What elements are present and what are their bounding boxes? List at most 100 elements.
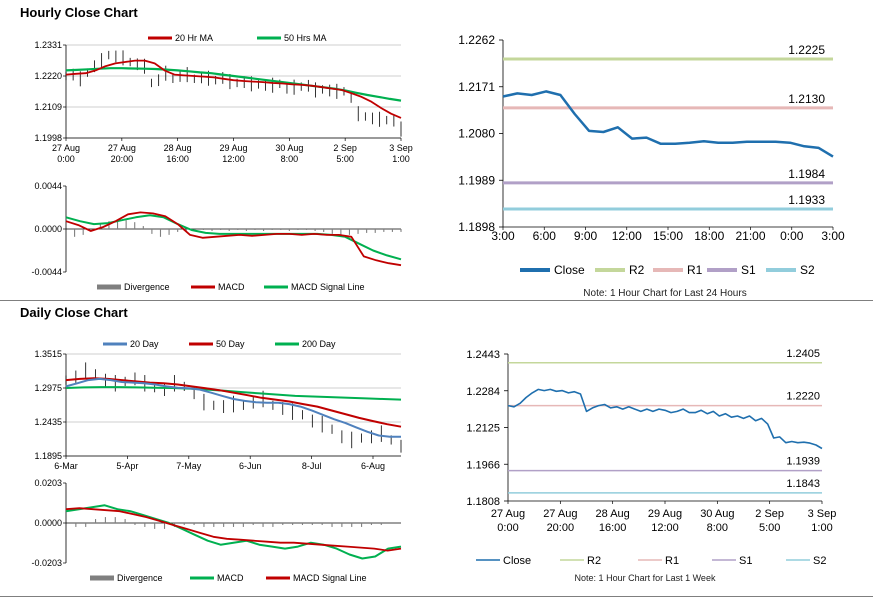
hourly-levels-note: Note: 1 Hour Chart for Last 24 Hours bbox=[583, 288, 747, 299]
daily-levels-legend-r1-label: R1 bbox=[665, 555, 679, 567]
daily-price-y-tick: 1.2435 bbox=[34, 417, 62, 427]
daily-levels-y-tick: 1.2125 bbox=[466, 423, 500, 435]
daily-legend-macd-label: MACD bbox=[217, 573, 244, 583]
hourly-levels-x-tick: 3:00 bbox=[821, 229, 845, 243]
hourly-price-y-tick: 1.2220 bbox=[34, 71, 62, 81]
daily-legend-50day-label: 50 Day bbox=[216, 339, 245, 349]
daily-levels-y-tick: 1.1966 bbox=[466, 459, 500, 471]
hourly-levels-legend-s2-label: S2 bbox=[800, 263, 815, 277]
hourly-macd-y-tick: 0.0044 bbox=[34, 181, 62, 191]
daily-price-y-tick: 1.3515 bbox=[34, 349, 62, 359]
hourly-levels-y-tick: 1.1898 bbox=[458, 220, 495, 234]
daily-50day-line bbox=[65, 377, 402, 428]
daily-macd-y-tick: -0.0203 bbox=[31, 558, 62, 568]
hourly-levels-y-tick: 1.1989 bbox=[458, 173, 495, 187]
hourly-levels-x-tick: 18:00 bbox=[694, 229, 724, 243]
daily-levels-x-tick: 29 Aug bbox=[648, 508, 682, 520]
daily-price-x-tick: 8-Jul bbox=[302, 461, 322, 471]
hourly-levels-x-tick: 15:00 bbox=[653, 229, 683, 243]
daily-levels-x-tick: 28 Aug bbox=[596, 508, 630, 520]
hourly-price-y-tick: 1.2331 bbox=[34, 40, 62, 50]
hourly-macd-signal-line bbox=[65, 214, 402, 261]
daily-levels-legend-r2-label: R2 bbox=[587, 555, 601, 567]
daily-macd-y-tick: 0.0203 bbox=[34, 478, 62, 488]
hourly-macd-line bbox=[65, 211, 402, 267]
hourly-levels-x-tick: 9:00 bbox=[574, 229, 598, 243]
hourly-price-x-tick: 12:00 bbox=[222, 154, 245, 164]
daily-price-x-tick: 5-Apr bbox=[116, 461, 138, 471]
daily-price-x-tick: 6-Jun bbox=[239, 461, 262, 471]
hourly-section-title: Hourly Close Chart bbox=[20, 5, 138, 20]
daily-legend-signal-label: MACD Signal Line bbox=[293, 573, 367, 583]
hourly-levels-y-tick: 1.2080 bbox=[458, 127, 495, 141]
daily-price-x-tick: 6-Aug bbox=[361, 461, 385, 471]
daily-macd-signal-line bbox=[65, 507, 402, 552]
daily-200day-line bbox=[65, 386, 402, 401]
daily-levels-x-tick: 2 Sep bbox=[755, 508, 784, 520]
daily-levels-x-tick: 30 Aug bbox=[700, 508, 734, 520]
daily-levels-note: Note: 1 Hour Chart for Last 1 Week bbox=[574, 573, 716, 583]
hourly-levels-legend-r1-label: R1 bbox=[687, 263, 703, 277]
daily-levels-y-tick: 1.1808 bbox=[466, 496, 500, 508]
hourly-legend-divergence-label: Divergence bbox=[124, 282, 170, 292]
hourly-level-r1-label: 1.2130 bbox=[788, 92, 825, 106]
daily-levels-x-tick: 27 Aug bbox=[491, 508, 525, 520]
bottom-divider bbox=[0, 596, 873, 597]
hourly-levels-x-tick: 12:00 bbox=[612, 229, 642, 243]
daily-price-y-tick: 1.1895 bbox=[34, 451, 62, 461]
hourly-close-line bbox=[502, 90, 834, 158]
hourly-price-y-tick: 1.2109 bbox=[34, 102, 62, 112]
hourly-price-x-tick: 2 Sep bbox=[333, 143, 357, 153]
hourly-price-x-tick: 27 Aug bbox=[108, 143, 136, 153]
daily-levels-x-tick: 8:00 bbox=[707, 522, 728, 534]
hourly-levels-x-tick: 6:00 bbox=[533, 229, 557, 243]
daily-levels-x-tick: 5:00 bbox=[759, 522, 780, 534]
daily-section-title: Daily Close Chart bbox=[20, 305, 128, 320]
hourly-price-x-tick: 16:00 bbox=[166, 154, 189, 164]
daily-price-x-tick: 7-May bbox=[176, 461, 202, 471]
hourly-legend-20hr-label: 20 Hr MA bbox=[175, 33, 213, 43]
hourly-price-x-tick: 5:00 bbox=[336, 154, 354, 164]
daily-levels-x-tick: 20:00 bbox=[547, 522, 575, 534]
daily-macd-line bbox=[65, 504, 402, 560]
hourly-price-y-tick: 1.1998 bbox=[34, 133, 62, 143]
daily-price-x-tick: 6-Mar bbox=[54, 461, 78, 471]
daily-levels-y-tick: 1.2284 bbox=[466, 386, 500, 398]
hourly-levels-x-tick: 0:00 bbox=[780, 229, 804, 243]
daily-levels-y-tick: 1.2443 bbox=[466, 349, 500, 361]
daily-legend-200day-label: 200 Day bbox=[302, 339, 336, 349]
daily-20day-line bbox=[65, 377, 401, 438]
hourly-price-x-tick: 28 Aug bbox=[164, 143, 192, 153]
hourly-level-r2-label: 1.2225 bbox=[788, 43, 825, 57]
daily-levels-legend-s1-label: S1 bbox=[739, 555, 752, 567]
hourly-price-x-tick: 27 Aug bbox=[52, 143, 80, 153]
daily-levels-x-tick: 12:00 bbox=[651, 522, 679, 534]
hourly-price-x-tick: 20:00 bbox=[111, 154, 134, 164]
hourly-price-x-tick: 30 Aug bbox=[275, 143, 303, 153]
daily-levels-x-tick: 16:00 bbox=[599, 522, 627, 534]
daily-legend-20day-label: 20 Day bbox=[130, 339, 159, 349]
hourly-legend-macd-label: MACD bbox=[218, 282, 245, 292]
daily-levels-x-tick: 0:00 bbox=[497, 522, 518, 534]
hourly-levels-x-tick: 21:00 bbox=[735, 229, 765, 243]
hourly-levels-legend-r2-label: R2 bbox=[629, 263, 645, 277]
daily-level-s2-label: 1.1843 bbox=[786, 478, 820, 490]
daily-levels-x-tick: 3 Sep bbox=[808, 508, 837, 520]
hourly-legend-50hr-label: 50 Hrs MA bbox=[284, 33, 327, 43]
hourly-macd-y-tick: -0.0044 bbox=[31, 267, 62, 277]
hourly-legend-signal-label: MACD Signal Line bbox=[291, 282, 365, 292]
hourly-levels-y-tick: 1.2171 bbox=[458, 80, 495, 94]
hourly-levels-y-tick: 1.2262 bbox=[458, 33, 495, 47]
daily-levels-x-tick: 27 Aug bbox=[543, 508, 577, 520]
daily-levels-legend-close-label: Close bbox=[503, 555, 531, 567]
hourly-20hr-ma-line bbox=[65, 59, 402, 119]
daily-price-y-tick: 1.2975 bbox=[34, 383, 62, 393]
hourly-levels-x-tick: 3:00 bbox=[491, 229, 515, 243]
section-divider bbox=[0, 300, 873, 301]
daily-close-line bbox=[507, 388, 823, 450]
hourly-levels-legend-close-label: Close bbox=[554, 263, 585, 277]
hourly-price-x-tick: 1:00 bbox=[392, 154, 410, 164]
hourly-price-x-tick: 8:00 bbox=[281, 154, 299, 164]
daily-macd-y-tick: 0.0000 bbox=[34, 518, 62, 528]
